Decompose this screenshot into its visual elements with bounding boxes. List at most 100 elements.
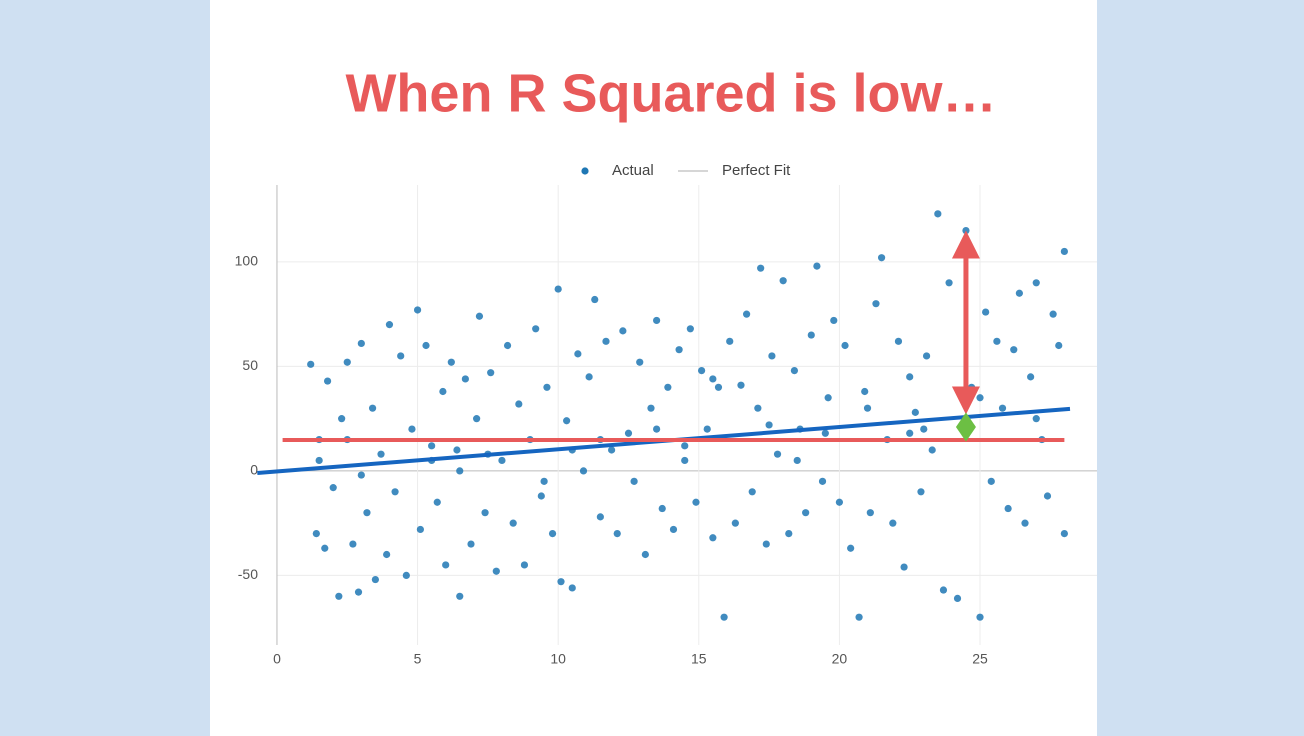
data-point	[698, 366, 706, 375]
arrow-part	[951, 386, 980, 415]
data-point	[872, 300, 880, 308]
data-point	[467, 540, 475, 548]
data-point	[641, 550, 649, 559]
x-tick-label: 25	[972, 651, 988, 667]
data-point	[982, 308, 990, 316]
data-point	[953, 594, 962, 602]
data-point	[768, 352, 776, 360]
y-tick-label: -50	[238, 566, 258, 582]
arrow	[955, 412, 976, 442]
x-tick-label: 15	[691, 651, 707, 667]
data-point	[1032, 279, 1040, 287]
data-point	[737, 381, 745, 389]
data-point	[475, 312, 484, 320]
data-point	[793, 456, 801, 465]
data-point	[922, 352, 931, 360]
data-point	[321, 544, 329, 552]
data-point	[509, 519, 517, 527]
data-point	[757, 264, 765, 272]
data-point	[596, 513, 604, 521]
data-point	[993, 337, 1001, 345]
data-point	[790, 366, 799, 375]
data-point	[1027, 373, 1035, 381]
data-point	[877, 254, 886, 262]
data-point	[357, 339, 365, 348]
data-point	[422, 341, 430, 350]
data-point	[976, 394, 984, 402]
data-point	[653, 316, 661, 325]
data-point	[714, 383, 723, 391]
data-point	[658, 504, 666, 513]
data-point	[416, 525, 424, 534]
data-point	[442, 561, 450, 569]
data-point	[669, 525, 678, 534]
data-point	[928, 446, 936, 454]
data-point	[692, 498, 700, 506]
arrow-part	[951, 230, 980, 259]
data-point	[703, 425, 711, 433]
data-point	[307, 360, 315, 368]
data-point	[613, 530, 621, 538]
data-point	[557, 578, 565, 586]
data-point	[1049, 310, 1057, 318]
data-point	[579, 467, 588, 475]
data-point	[866, 509, 874, 517]
data-point	[630, 477, 638, 485]
data-point	[647, 404, 655, 412]
data-point	[911, 408, 919, 416]
data-point	[371, 575, 379, 584]
data-point	[354, 588, 363, 596]
data-point	[385, 321, 394, 329]
data-point	[1004, 504, 1012, 513]
data-point	[383, 550, 391, 559]
data-point	[939, 586, 948, 594]
data-point	[754, 404, 762, 412]
data-point	[821, 429, 829, 437]
data-point	[681, 442, 689, 450]
data-point	[802, 509, 810, 517]
data-point	[329, 484, 337, 492]
data-point	[619, 327, 627, 335]
legend-label: Actual	[612, 162, 654, 179]
data-point	[818, 477, 827, 485]
y-tick-label: 100	[235, 253, 259, 269]
data-point	[779, 277, 787, 285]
data-point	[863, 404, 872, 412]
data-point	[335, 592, 343, 600]
data-point	[807, 331, 815, 339]
data-point	[498, 456, 506, 465]
data-point	[315, 456, 323, 465]
y-tick-label: 0	[250, 462, 258, 478]
data-point	[636, 358, 644, 366]
data-point	[574, 350, 582, 358]
data-point	[861, 387, 869, 396]
data-point	[900, 563, 908, 571]
data-point	[987, 477, 995, 485]
slide	[210, 0, 1097, 736]
data-point	[540, 477, 548, 485]
data-point	[349, 540, 357, 548]
data-point	[453, 446, 461, 454]
data-point	[1043, 492, 1052, 500]
data-point	[889, 519, 897, 527]
data-point	[377, 450, 385, 458]
data-point	[473, 415, 481, 423]
data-point	[537, 492, 545, 500]
data-point	[920, 425, 928, 433]
data-point	[906, 373, 914, 381]
x-tick-label: 10	[550, 651, 566, 667]
data-point	[824, 394, 832, 402]
data-point	[368, 404, 377, 412]
data-point	[312, 530, 320, 538]
data-point	[813, 262, 821, 270]
data-point	[681, 456, 689, 465]
data-point	[563, 417, 571, 425]
x-tick-label: 5	[414, 651, 422, 667]
data-point	[998, 404, 1007, 412]
data-point	[363, 509, 371, 517]
data-point	[743, 310, 751, 318]
data-point	[785, 530, 793, 538]
data-point	[1021, 519, 1029, 527]
